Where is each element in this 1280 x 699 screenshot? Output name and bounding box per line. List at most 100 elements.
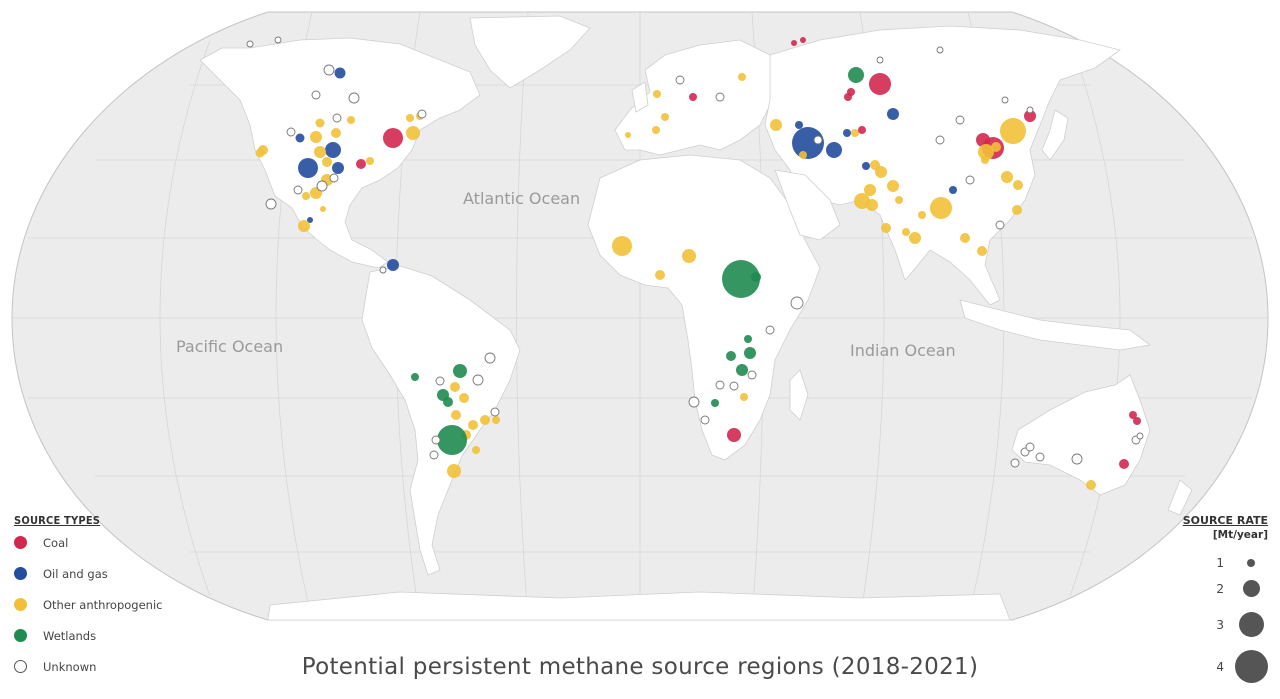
source-marker xyxy=(740,393,748,401)
indian-ocean-label: Indian Ocean xyxy=(850,341,956,360)
rate-row-4: 4 xyxy=(1216,650,1268,683)
source-marker xyxy=(715,92,725,102)
source-marker xyxy=(770,119,782,131)
rate-row-1: 1 xyxy=(1216,556,1268,570)
landmass-uk xyxy=(631,81,649,113)
source-marker xyxy=(881,223,891,233)
source-marker xyxy=(909,232,921,244)
source-marker xyxy=(322,157,332,167)
source-marker xyxy=(406,114,414,122)
source-marker xyxy=(744,335,752,343)
source-marker xyxy=(813,135,823,145)
source-marker xyxy=(936,46,944,54)
rate-row-3: 3 xyxy=(1216,612,1268,637)
source-marker xyxy=(1012,205,1022,215)
source-marker xyxy=(795,121,803,129)
source-marker xyxy=(978,144,994,160)
source-marker xyxy=(738,73,746,81)
source-marker xyxy=(310,131,322,143)
source-marker xyxy=(995,220,1005,230)
landmass-africa xyxy=(587,154,821,461)
source-marker xyxy=(437,425,467,455)
source-types-heading: SOURCE TYPES xyxy=(14,514,101,527)
map-title: Potential persistent methane source regi… xyxy=(301,654,979,680)
source-marker xyxy=(1133,417,1141,425)
rate-label-4: 4 xyxy=(1216,659,1224,674)
source-marker xyxy=(1000,118,1026,144)
source-marker xyxy=(722,260,760,298)
source-marker xyxy=(844,93,852,101)
source-marker xyxy=(431,435,441,445)
source-marker xyxy=(429,450,439,460)
source-marker xyxy=(876,56,884,64)
source-marker xyxy=(935,135,945,145)
source-marker xyxy=(295,133,305,143)
legend-label-coal: Coal xyxy=(43,535,69,550)
source-marker xyxy=(492,416,500,424)
source-marker xyxy=(490,407,500,417)
source-marker xyxy=(736,364,748,376)
source-marker xyxy=(1001,96,1009,104)
source-marker xyxy=(965,175,975,185)
source-marker xyxy=(981,156,989,164)
source-marker xyxy=(1024,110,1036,122)
landmass-australia xyxy=(1011,374,1151,496)
source-marker xyxy=(314,146,326,158)
source-marker xyxy=(682,249,696,263)
landmass-greenland xyxy=(469,15,591,89)
source-marker xyxy=(792,127,824,159)
source-marker xyxy=(320,206,326,212)
source-marker xyxy=(858,126,866,134)
source-marker xyxy=(1119,459,1129,469)
coal-swatch xyxy=(14,536,27,549)
source-marker xyxy=(323,64,335,76)
source-rate-unit: [Mt/year] xyxy=(1212,529,1268,541)
source-marker xyxy=(751,272,761,282)
pacific-ocean-label: Pacific Ocean xyxy=(176,337,283,356)
source-marker xyxy=(875,166,887,178)
source-marker xyxy=(955,115,965,125)
source-marker xyxy=(331,128,341,138)
legend-label-wetlands: Wetlands xyxy=(43,628,97,643)
source-marker xyxy=(848,67,864,83)
source-marker xyxy=(311,90,321,100)
legend-label-oil-and-gas: Oil and gas xyxy=(43,566,108,581)
source-marker xyxy=(332,113,342,123)
source-marker xyxy=(949,186,957,194)
source-marker xyxy=(315,118,325,128)
source-marker xyxy=(302,192,310,200)
source-marker xyxy=(246,40,254,48)
source-marker xyxy=(729,381,739,391)
source-rate-legend: SOURCE RATE [Mt/year] 1 2 3 4 xyxy=(1148,514,1268,694)
source-marker xyxy=(274,36,282,44)
source-marker xyxy=(366,157,374,165)
source-marker xyxy=(800,37,806,43)
source-marker xyxy=(255,148,265,158)
source-marker xyxy=(902,228,910,236)
source-marker xyxy=(453,364,467,378)
source-marker xyxy=(298,220,310,232)
source-marker xyxy=(447,464,461,478)
source-marker xyxy=(1086,480,1096,490)
source-marker xyxy=(417,109,427,119)
source-marker xyxy=(1025,442,1035,452)
rate-row-2: 2 xyxy=(1216,580,1268,597)
rate-label-2: 2 xyxy=(1216,581,1224,596)
landmass-antarctica xyxy=(267,591,1011,621)
source-marker xyxy=(347,116,355,124)
landmass-arabia xyxy=(774,169,841,241)
source-marker xyxy=(977,246,987,256)
source-marker xyxy=(443,397,453,407)
source-marker xyxy=(726,351,736,361)
source-marker xyxy=(348,92,360,104)
source-marker xyxy=(790,296,804,310)
source-marker xyxy=(791,40,797,46)
source-marker xyxy=(1129,411,1137,419)
source-marker xyxy=(887,180,899,192)
source-marker xyxy=(688,396,700,408)
legend-item-oil-and-gas: Oil and gas xyxy=(14,558,274,589)
source-marker xyxy=(451,410,461,420)
source-marker xyxy=(411,373,419,381)
source-marker xyxy=(1010,458,1020,468)
